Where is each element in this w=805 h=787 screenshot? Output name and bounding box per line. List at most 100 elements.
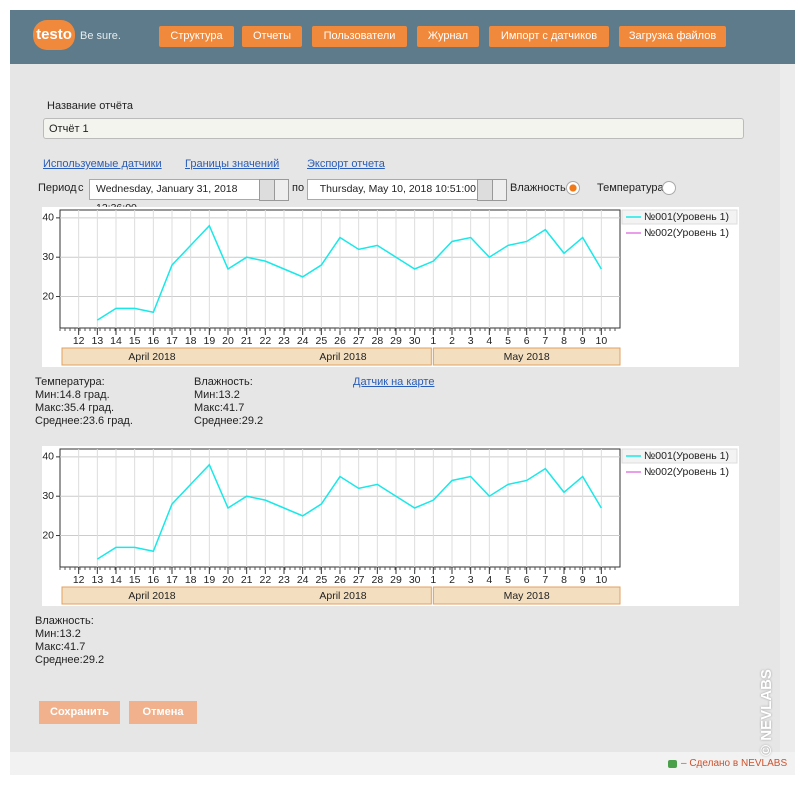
nav-button[interactable]: Импорт с датчиков (489, 26, 609, 47)
watermark: © NEVLABS (757, 669, 775, 756)
x-tick-label: 5 (505, 335, 511, 347)
field-label: Название отчёта (47, 100, 134, 112)
period-label: April 2018 (319, 590, 366, 602)
stats-line: Среднее:29.2 (35, 654, 105, 666)
logo[interactable]: testo (33, 20, 75, 50)
y-tick-label: 30 (42, 251, 54, 263)
x-tick-label: 22 (259, 335, 271, 347)
cancel-button[interactable]: Отмена (129, 701, 197, 724)
period-label: April 2018 (319, 351, 366, 363)
x-tick-label: 12 (73, 335, 85, 347)
stats-heading: Температура: (35, 376, 105, 388)
x-tick-label: 17 (166, 335, 178, 347)
period-label: Период (38, 182, 77, 194)
stats-line: Мин:13.2 (35, 628, 81, 640)
x-tick-label: 26 (334, 574, 346, 586)
link[interactable]: Используемые датчики (43, 158, 162, 170)
x-tick-label: 19 (203, 335, 215, 347)
x-tick-label: 23 (278, 335, 290, 347)
radio[interactable] (662, 181, 676, 195)
x-tick-label: 10 (595, 335, 607, 347)
option-label: Температура (597, 182, 664, 194)
x-tick-label: 17 (166, 574, 178, 586)
nav-button[interactable]: Журнал (417, 26, 479, 47)
x-tick-label: 28 (371, 335, 383, 347)
scrollbar[interactable] (780, 64, 795, 752)
stats: Температура: Мин:14.8 град. Макс:35.4 град… (35, 376, 133, 428)
map-link[interactable]: Датчик на карте (353, 376, 435, 388)
x-tick-label: 9 (580, 335, 586, 347)
x-tick-label: 25 (315, 574, 327, 586)
stats-heading: Влажность: (194, 376, 253, 388)
x-tick-label: 8 (561, 574, 567, 586)
data-line (96, 224, 602, 321)
x-tick-label: 24 (297, 574, 309, 586)
x-tick-label: 14 (110, 574, 122, 586)
data-line (96, 463, 602, 560)
stats: Влажность: Мин:13.2 Макс:41.7 Среднее:29.2 (35, 615, 104, 667)
x-tick-label: 28 (371, 574, 383, 586)
x-tick-label: 29 (390, 574, 402, 586)
main-area (10, 64, 780, 752)
dropdown[interactable] (274, 179, 289, 201)
stats-line: Макс:41.7 (194, 402, 245, 414)
spinner[interactable] (477, 179, 493, 201)
legend-label: №001(Уровень 1) (644, 211, 729, 223)
made-by[interactable]: – Сделано в NEVLABS (681, 758, 788, 769)
x-tick-label: 29 (390, 335, 402, 347)
x-tick-label: 4 (486, 574, 492, 586)
x-tick-label: 2 (449, 574, 455, 586)
nav-button[interactable]: Отчеты (242, 26, 302, 47)
x-tick-label: 13 (91, 574, 103, 586)
x-tick-label: 21 (241, 574, 253, 586)
stats-line: Макс:35.4 град. (35, 402, 115, 414)
y-tick-label: 40 (42, 451, 54, 463)
x-tick-label: 14 (110, 335, 122, 347)
x-tick-label: 6 (524, 574, 530, 586)
save-button[interactable]: Сохранить (39, 701, 120, 724)
x-tick-label: 18 (185, 335, 197, 347)
spinner[interactable] (259, 179, 275, 201)
x-tick-label: 20 (222, 574, 234, 586)
period-band (61, 586, 432, 605)
legend-label: №002(Уровень 1) (644, 466, 729, 478)
x-tick-label: 1 (430, 335, 436, 347)
x-tick-label: 27 (353, 335, 365, 347)
nav-button[interactable]: Загрузка файлов (619, 26, 726, 47)
x-tick-label: 19 (203, 574, 215, 586)
x-tick-label: 3 (468, 335, 474, 347)
legend-label: №002(Уровень 1) (644, 227, 729, 239)
to-label: по (292, 182, 305, 194)
x-tick-label: 2 (449, 335, 455, 347)
stats-line: Макс:41.7 (35, 641, 86, 653)
x-tick-label: 10 (595, 574, 607, 586)
name-input[interactable]: Отчёт 1 (43, 118, 744, 139)
option-label: Влажность (510, 182, 566, 194)
x-tick-label: 22 (259, 574, 271, 586)
period-label: May 2018 (504, 590, 550, 602)
link[interactable]: Границы значений (185, 158, 280, 170)
stats-line: Среднее:29.2 (194, 415, 264, 427)
x-tick-label: 30 (409, 574, 421, 586)
x-tick-label: 26 (334, 335, 346, 347)
radio-selected[interactable] (566, 181, 580, 195)
stats-line: Мин:13.2 (194, 389, 240, 401)
x-tick-label: 25 (315, 335, 327, 347)
nav-button[interactable]: Пользователи (312, 26, 407, 47)
date-from[interactable]: Wednesday, January 31, 2018 12:36:00 (89, 179, 265, 214)
x-tick-label: 18 (185, 574, 197, 586)
dropdown[interactable] (492, 179, 507, 201)
link[interactable]: Экспорт отчета (307, 158, 385, 170)
x-tick-label: 7 (542, 335, 548, 347)
nav-button[interactable]: Структура (159, 26, 234, 47)
x-tick-label: 16 (147, 335, 159, 347)
date-to[interactable]: Thursday, May 10, 2018 10:51:00 (307, 179, 479, 200)
x-tick-label: 24 (297, 335, 309, 347)
y-tick-label: 40 (42, 212, 54, 224)
x-tick-label: 9 (580, 574, 586, 586)
x-tick-label: 7 (542, 574, 548, 586)
x-tick-label: 1 (430, 574, 436, 586)
from-label: с (78, 182, 84, 194)
x-tick-label: 15 (129, 574, 141, 586)
